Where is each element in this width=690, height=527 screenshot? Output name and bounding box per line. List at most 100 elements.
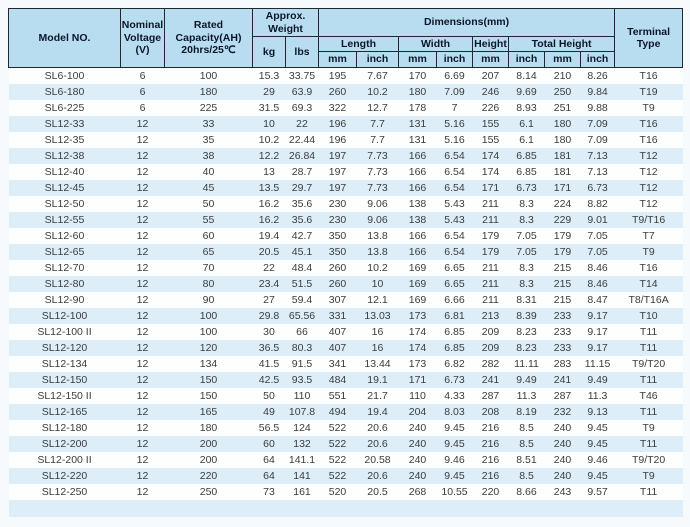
cell: 50 <box>263 389 275 402</box>
cell: 8.5 <box>519 421 534 434</box>
cell: 171 <box>408 373 427 386</box>
cell: 12 <box>136 405 149 418</box>
cell: 12.7 <box>367 101 388 114</box>
cell: 45 <box>202 181 215 194</box>
header-total-height-mm: mm <box>544 51 582 68</box>
cell: 180 <box>199 421 218 434</box>
cell: 8.5 <box>519 437 534 450</box>
table-row: SL12-33 12 33 10 22 196 7.7 131 5.16 155 6.1 180 7.0… <box>8 115 683 132</box>
cell: 216 <box>481 421 500 434</box>
cell: T16 <box>639 261 658 274</box>
header-width-inch: inch <box>436 51 474 68</box>
cell: 9.57 <box>587 485 608 498</box>
cell: 30 <box>263 325 275 338</box>
header-dimensions: Dimensions(mm) <box>318 8 616 37</box>
cell: 9.06 <box>367 213 388 226</box>
cell: 171 <box>481 181 500 194</box>
cell: 10.2 <box>367 85 388 98</box>
cell: 522 <box>328 469 347 482</box>
cell: 7.09 <box>444 85 465 98</box>
cell: 9.84 <box>587 85 608 98</box>
cell: 260 <box>328 277 347 290</box>
cell: T9 <box>642 245 655 258</box>
cell: 16 <box>371 325 384 338</box>
cell: 6.54 <box>444 229 465 242</box>
cell: 169 <box>408 261 427 274</box>
cell: 40 <box>202 165 215 178</box>
cell: 12 <box>136 293 149 306</box>
cell-model-no: SL12-55 <box>44 213 85 226</box>
cell: 5.43 <box>444 197 465 210</box>
cell: 134 <box>199 357 218 370</box>
cell-model-no: SL12-180 <box>41 421 88 434</box>
cell: 260 <box>328 261 347 274</box>
cell: 13.5 <box>258 181 280 194</box>
cell: 5.16 <box>444 133 465 146</box>
cell: 150 <box>199 373 218 386</box>
cell: 216 <box>481 469 500 482</box>
cell: 42.5 <box>258 373 280 386</box>
cell: T11 <box>639 325 658 338</box>
cell: 211 <box>482 293 499 306</box>
battery-spec-table: Model NO. Nominal Voltage (V) Rated Capa… <box>8 8 684 517</box>
cell: 12.1 <box>367 293 388 306</box>
cell: 174 <box>408 341 427 354</box>
cell: 209 <box>481 341 500 354</box>
cell: 8.19 <box>516 405 537 418</box>
cell: 166 <box>408 229 427 242</box>
cell: 6.85 <box>516 165 537 178</box>
cell: 51.5 <box>291 277 313 290</box>
cell: 11.11 <box>514 357 539 370</box>
cell: 45.1 <box>291 245 313 258</box>
cell: 63.9 <box>291 85 313 98</box>
cell: 8.39 <box>516 309 537 322</box>
cell: 60 <box>263 437 275 450</box>
cell: 12 <box>136 245 149 258</box>
cell: 9.49 <box>587 373 608 386</box>
cell: T7 <box>642 229 655 242</box>
cell: 56.5 <box>258 421 280 434</box>
cell: 7 <box>451 101 458 114</box>
cell: 210 <box>553 69 572 82</box>
cell: 12 <box>136 213 149 226</box>
table-row: SL12-100 II 12 100 30 66 407 16 174 6.85 209 8.23 2… <box>8 323 683 340</box>
cell: 520 <box>328 485 347 498</box>
table-row: SL12-165 12 165 49 107.8 494 19.4 204 8.03 208 8.1… <box>8 403 683 420</box>
cell: 195 <box>328 69 347 82</box>
cell: 169 <box>408 277 427 290</box>
cell: 6 <box>139 69 146 82</box>
cell: 16.2 <box>258 197 280 210</box>
header-height: Height <box>472 35 510 53</box>
cell-model-no: SL6-225 <box>44 101 85 114</box>
cell: 16 <box>371 341 384 354</box>
cell: 9.46 <box>444 453 465 466</box>
cell: T11 <box>639 341 658 354</box>
cell: 9.69 <box>516 85 537 98</box>
cell: 250 <box>553 85 572 98</box>
cell: 6.85 <box>444 325 465 338</box>
cell: 20.6 <box>367 469 388 482</box>
cell: 213 <box>481 309 500 322</box>
cell: 200 <box>199 437 218 450</box>
cell: 7.09 <box>587 133 608 146</box>
cell: 64 <box>263 453 275 466</box>
cell: 10 <box>263 117 275 130</box>
cell: 8.51 <box>516 453 537 466</box>
cell: 522 <box>328 453 347 466</box>
table-row: SL12-220 12 220 64 141 522 20.6 240 9.45 216 8.5 24… <box>8 467 683 484</box>
cell: 196 <box>328 133 347 146</box>
cell: 240 <box>408 469 427 482</box>
cell: 60 <box>202 229 215 242</box>
cell: 8.93 <box>516 101 537 114</box>
cell: 180 <box>199 85 218 98</box>
cell: 6 <box>139 101 146 114</box>
table-row: SL12-200 II 12 200 64 141.1 522 20.58 240 9.46 21… <box>8 451 683 468</box>
cell: 251 <box>553 101 572 114</box>
cell: 7.7 <box>370 117 385 130</box>
cell: 240 <box>553 437 572 450</box>
cell: 551 <box>328 389 347 402</box>
cell: T12 <box>639 181 658 194</box>
cell: 12 <box>136 421 149 434</box>
cell: 12 <box>136 437 149 450</box>
table-row: SL12-100 12 100 29.8 65.56 331 13.03 173 6.81 213… <box>8 307 683 324</box>
